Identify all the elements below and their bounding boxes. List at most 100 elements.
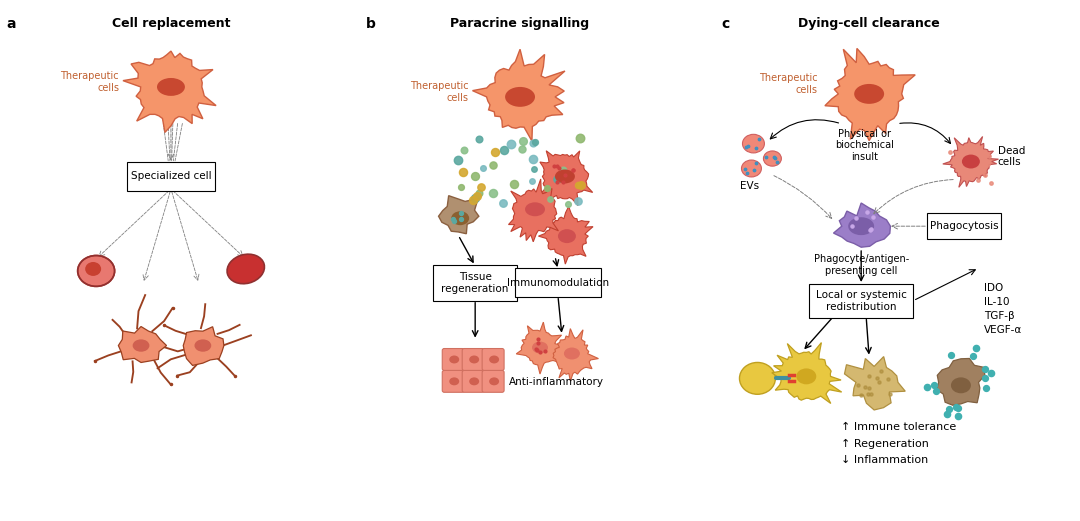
Point	[467, 171, 484, 180]
Point	[949, 412, 967, 420]
Point	[738, 143, 755, 151]
Point	[769, 157, 786, 166]
Text: EVs: EVs	[740, 181, 759, 191]
Point	[505, 179, 523, 188]
Ellipse shape	[525, 202, 545, 216]
Point	[485, 189, 502, 197]
Text: Specialized cell: Specialized cell	[131, 171, 212, 181]
Point	[976, 374, 994, 382]
Point	[983, 179, 1000, 188]
Point	[455, 146, 472, 155]
Point	[928, 387, 945, 395]
Point	[464, 196, 482, 204]
Point	[976, 364, 994, 373]
Point	[843, 221, 861, 230]
Text: Anti-inflammatory: Anti-inflammatory	[509, 377, 604, 388]
Point	[454, 168, 471, 176]
Ellipse shape	[558, 229, 576, 243]
Ellipse shape	[157, 78, 185, 96]
FancyBboxPatch shape	[126, 162, 215, 191]
Point	[554, 166, 571, 174]
Point	[565, 166, 582, 174]
Ellipse shape	[740, 363, 775, 394]
Point	[453, 208, 470, 217]
Ellipse shape	[742, 134, 765, 153]
Point	[852, 390, 869, 399]
Ellipse shape	[227, 254, 265, 284]
Point	[549, 175, 566, 183]
Point	[862, 226, 879, 234]
Ellipse shape	[133, 340, 149, 351]
Point	[948, 403, 966, 411]
Polygon shape	[936, 358, 985, 405]
Point	[569, 197, 586, 205]
FancyBboxPatch shape	[462, 349, 484, 370]
Point	[977, 383, 995, 392]
Point	[859, 208, 876, 217]
Ellipse shape	[85, 262, 102, 276]
Point	[451, 215, 469, 223]
Point	[739, 169, 756, 177]
Point	[859, 390, 876, 398]
Ellipse shape	[505, 87, 535, 107]
Ellipse shape	[854, 84, 885, 104]
Point	[529, 334, 546, 343]
Point	[970, 176, 987, 184]
Polygon shape	[472, 49, 565, 141]
Point	[524, 177, 541, 185]
Point	[495, 146, 512, 154]
Text: IDO
IL-10
TGF-β
VEGF-α: IDO IL-10 TGF-β VEGF-α	[984, 283, 1022, 335]
Point	[541, 195, 558, 204]
Point	[471, 134, 488, 143]
Point	[528, 346, 545, 354]
Point	[766, 153, 783, 162]
Point	[767, 154, 784, 163]
Point	[549, 178, 566, 186]
Text: a: a	[6, 17, 16, 31]
Text: Physical or
biochemical
insult: Physical or biochemical insult	[835, 129, 893, 162]
Ellipse shape	[564, 348, 580, 359]
Text: Immunomodulation: Immunomodulation	[507, 278, 609, 288]
Point	[556, 171, 573, 179]
Point	[850, 380, 867, 389]
Point	[494, 199, 511, 207]
Point	[747, 143, 765, 152]
Point	[525, 164, 542, 172]
Polygon shape	[825, 48, 915, 141]
Ellipse shape	[469, 377, 480, 386]
Ellipse shape	[489, 355, 499, 364]
Point	[513, 144, 530, 153]
Point	[486, 148, 503, 156]
Point	[565, 165, 582, 173]
FancyBboxPatch shape	[482, 370, 504, 392]
Point	[747, 158, 765, 167]
FancyBboxPatch shape	[927, 213, 1001, 239]
Ellipse shape	[78, 255, 114, 287]
Point	[539, 184, 556, 192]
Point	[946, 158, 963, 166]
Point	[551, 163, 568, 171]
Point	[978, 159, 996, 168]
Point	[976, 171, 994, 180]
Polygon shape	[772, 343, 841, 403]
Point	[949, 403, 967, 412]
Point	[982, 369, 999, 377]
Ellipse shape	[489, 377, 499, 386]
Polygon shape	[438, 196, 478, 234]
Point	[545, 162, 563, 170]
Point	[474, 164, 491, 172]
Point	[881, 390, 899, 399]
Point	[751, 135, 768, 143]
Point	[515, 137, 532, 145]
Polygon shape	[845, 356, 905, 410]
Point	[453, 182, 470, 191]
Point	[745, 166, 762, 175]
Polygon shape	[184, 327, 224, 365]
Text: Dying-cell clearance: Dying-cell clearance	[798, 17, 940, 30]
Point	[848, 214, 865, 222]
Point	[939, 410, 956, 418]
FancyBboxPatch shape	[442, 370, 464, 392]
Point	[861, 383, 878, 392]
Point	[967, 343, 984, 352]
Point	[470, 189, 487, 197]
